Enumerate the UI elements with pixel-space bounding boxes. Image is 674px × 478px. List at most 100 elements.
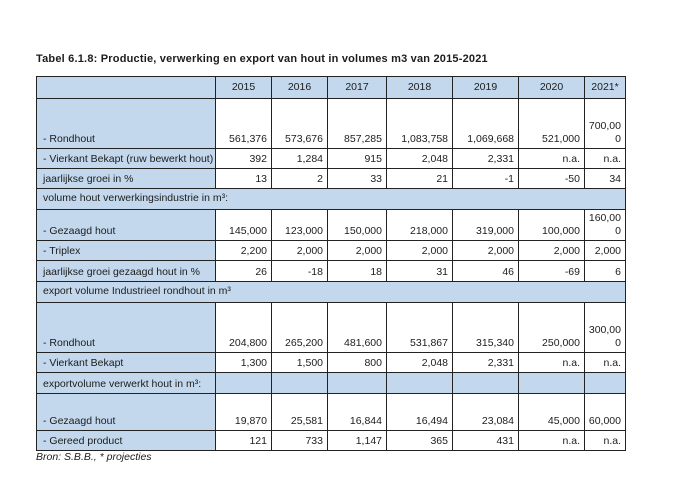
value-cell: 31 <box>386 260 453 282</box>
value-cell: 16,844 <box>327 393 387 431</box>
value-cell: 21 <box>386 168 453 189</box>
years-header-row: 2015 2016 2017 2018 2019 2020 2021* <box>36 76 626 99</box>
value-cell: 1,069,668 <box>452 98 519 149</box>
year-header-cell: 2020 <box>518 76 585 99</box>
value-cell: 700,000 <box>584 98 626 149</box>
value-cell: -69 <box>518 260 585 282</box>
value-cell: 34 <box>584 168 626 189</box>
table-row: - Vierkant Bekapt 1,300 1,500 800 2,048 2,331… <box>36 352 626 373</box>
row-label-cell: - Gezaagd hout <box>36 393 216 431</box>
value-cell: 392 <box>215 148 272 169</box>
table-row: - Gezaagd hout 145,000 123,000 150,000 218,0… <box>36 209 626 241</box>
table-head: 2015 2016 2017 2018 2019 2020 2021* <box>36 76 626 99</box>
value-cell: -1 <box>452 168 519 189</box>
section-header-row: exportvolume verwerkt hout in m³: <box>36 372 626 394</box>
value-cell: 160,000 <box>584 209 626 241</box>
value-cell: 521,000 <box>518 98 585 149</box>
value-cell: 2,000 <box>452 240 519 261</box>
value-cell: 45,000 <box>518 393 585 431</box>
row-label-cell: - Vierkant Bekapt <box>36 352 216 373</box>
table-corner-cell <box>36 76 216 99</box>
row-label-cell: - Rondhout <box>36 98 216 149</box>
value-cell: 150,000 <box>327 209 387 241</box>
row-label-cell: - Vierkant Bekapt (ruw bewerkt hout) <box>36 148 216 169</box>
value-cell: 915 <box>327 148 387 169</box>
year-header-cell: 2018 <box>386 76 453 99</box>
row-label-cell: - Gereed product <box>36 430 216 451</box>
value-cell: 857,285 <box>327 98 387 149</box>
value-cell: 6 <box>584 260 626 282</box>
value-cell: 365 <box>386 430 453 451</box>
value-cell <box>327 372 387 394</box>
value-cell: 123,000 <box>271 209 328 241</box>
value-cell: 1,083,758 <box>386 98 453 149</box>
value-cell: 2,000 <box>386 240 453 261</box>
wood-volumes-table: 2015 2016 2017 2018 2019 2020 2021* - Rondhout… <box>36 76 626 451</box>
value-cell: 250,000 <box>518 302 585 353</box>
value-cell <box>386 372 453 394</box>
section-header-row: volume hout verwerkingsindustrie in m³: <box>36 188 626 210</box>
value-cell: 2,000 <box>584 240 626 261</box>
value-cell: 100,000 <box>518 209 585 241</box>
value-cell: 2,048 <box>386 352 453 373</box>
value-cell: n.a. <box>518 430 585 451</box>
table-row: - Vierkant Bekapt (ruw bewerkt hout) 392 1… <box>36 148 626 169</box>
year-header-cell: 2019 <box>452 76 519 99</box>
year-header-cell: 2016 <box>271 76 328 99</box>
value-cell: -50 <box>518 168 585 189</box>
value-cell: 2,000 <box>271 240 328 261</box>
row-label-cell: jaarlijkse groei gezaagd hout in % <box>36 260 216 282</box>
value-cell: 733 <box>271 430 328 451</box>
value-cell: 481,600 <box>327 302 387 353</box>
section-label-cell: export volume Industrieel rondhout in m³ <box>36 281 626 303</box>
value-cell: 2,331 <box>452 352 519 373</box>
value-cell: 23,084 <box>452 393 519 431</box>
value-cell: n.a. <box>518 352 585 373</box>
table-row: - Gezaagd hout 19,870 25,581 16,844 16,494 23… <box>36 393 626 431</box>
value-cell: 121 <box>215 430 272 451</box>
value-cell: 319,000 <box>452 209 519 241</box>
section-header-row: export volume Industrieel rondhout in m³ <box>36 281 626 303</box>
value-cell: 1,147 <box>327 430 387 451</box>
value-cell: -18 <box>271 260 328 282</box>
value-cell: 2,000 <box>518 240 585 261</box>
value-cell <box>452 372 519 394</box>
value-cell: 315,340 <box>452 302 519 353</box>
value-cell: 300,000 <box>584 302 626 353</box>
table-row: jaarlijkse groei in % 13 2 33 21 -1 -50 34 <box>36 168 626 189</box>
value-cell: 265,200 <box>271 302 328 353</box>
value-cell: 46 <box>452 260 519 282</box>
table-row: - Rondhout 561,376 573,676 857,285 1,083,758… <box>36 98 626 149</box>
row-label-cell: - Rondhout <box>36 302 216 353</box>
value-cell: 25,581 <box>271 393 328 431</box>
row-label-cell: - Triplex <box>36 240 216 261</box>
value-cell: 1,500 <box>271 352 328 373</box>
value-cell: 18 <box>327 260 387 282</box>
year-header-cell: 2017 <box>327 76 387 99</box>
section-label-cell: volume hout verwerkingsindustrie in m³: <box>36 188 626 210</box>
table-row: - Gereed product 121 733 1,147 365 431 n.a. n.a… <box>36 430 626 451</box>
table-row: - Triplex 2,200 2,000 2,000 2,000 2,000 2,000 2… <box>36 240 626 261</box>
value-cell: n.a. <box>584 148 626 169</box>
value-cell: 60,000 <box>584 393 626 431</box>
value-cell: 26 <box>215 260 272 282</box>
value-cell: 16,494 <box>386 393 453 431</box>
value-cell: 2 <box>271 168 328 189</box>
value-cell: 561,376 <box>215 98 272 149</box>
value-cell: 33 <box>327 168 387 189</box>
value-cell: 2,000 <box>327 240 387 261</box>
value-cell: 145,000 <box>215 209 272 241</box>
value-cell: 13 <box>215 168 272 189</box>
value-cell: 531,867 <box>386 302 453 353</box>
value-cell: 573,676 <box>271 98 328 149</box>
table-body: - Rondhout 561,376 573,676 857,285 1,083,758… <box>36 98 626 451</box>
wood-volumes-table-container: 2015 2016 2017 2018 2019 2020 2021* - Rondhout… <box>36 76 626 451</box>
value-cell: 1,284 <box>271 148 328 169</box>
value-cell <box>584 372 626 394</box>
value-cell: n.a. <box>584 352 626 373</box>
value-cell: 431 <box>452 430 519 451</box>
value-cell: n.a. <box>584 430 626 451</box>
value-cell: 1,300 <box>215 352 272 373</box>
value-cell: 800 <box>327 352 387 373</box>
year-header-cell: 2021* <box>584 76 626 99</box>
